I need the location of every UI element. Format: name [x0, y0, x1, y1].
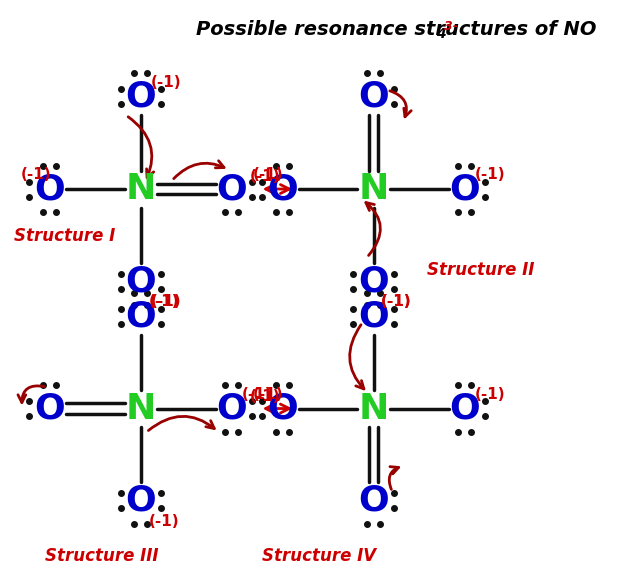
Text: O: O: [358, 484, 389, 518]
FancyArrowPatch shape: [174, 161, 224, 179]
Text: O: O: [216, 391, 247, 425]
Text: O: O: [35, 391, 65, 425]
Text: O: O: [267, 391, 298, 425]
Text: (-1): (-1): [253, 167, 284, 182]
Text: O: O: [358, 80, 389, 114]
Text: (-1): (-1): [20, 167, 51, 182]
FancyArrowPatch shape: [366, 203, 381, 255]
FancyArrowPatch shape: [148, 416, 214, 431]
Text: N: N: [358, 391, 389, 425]
Text: O: O: [125, 484, 156, 518]
Text: O: O: [125, 264, 156, 298]
Text: (-1): (-1): [253, 387, 284, 401]
Text: (-1): (-1): [151, 294, 182, 309]
Text: Structure IV: Structure IV: [262, 547, 376, 565]
Text: 3-: 3-: [444, 21, 459, 33]
Text: N: N: [125, 391, 156, 425]
Text: (-1): (-1): [250, 389, 280, 404]
FancyArrowPatch shape: [350, 325, 364, 389]
Text: (-1): (-1): [381, 294, 412, 309]
FancyArrowPatch shape: [18, 386, 44, 403]
FancyArrowPatch shape: [389, 466, 399, 489]
Text: (-1): (-1): [250, 169, 280, 185]
Text: (-1): (-1): [148, 514, 179, 529]
Text: Structure I: Structure I: [14, 227, 116, 244]
Text: (-1): (-1): [148, 294, 179, 309]
FancyArrowPatch shape: [128, 117, 154, 178]
Text: O: O: [449, 391, 480, 425]
Text: O: O: [125, 299, 156, 333]
Text: (-1): (-1): [242, 387, 273, 401]
Text: N: N: [125, 172, 156, 206]
Text: O: O: [358, 299, 389, 333]
Text: O: O: [358, 264, 389, 298]
Text: O: O: [449, 172, 480, 206]
Text: Structure III: Structure III: [44, 547, 158, 565]
Text: (-1): (-1): [381, 294, 412, 309]
Text: O: O: [125, 80, 156, 114]
Text: O: O: [267, 172, 298, 206]
Text: 4: 4: [436, 28, 446, 41]
Text: O: O: [35, 172, 65, 206]
Text: Possible resonance structures of NO: Possible resonance structures of NO: [197, 21, 597, 39]
FancyArrowPatch shape: [390, 91, 411, 117]
Text: O: O: [216, 172, 247, 206]
Text: N: N: [358, 172, 389, 206]
Text: (-1): (-1): [475, 167, 506, 182]
Text: (-1): (-1): [475, 387, 506, 401]
Text: (-1): (-1): [151, 74, 182, 90]
Text: Structure II: Structure II: [427, 261, 534, 279]
